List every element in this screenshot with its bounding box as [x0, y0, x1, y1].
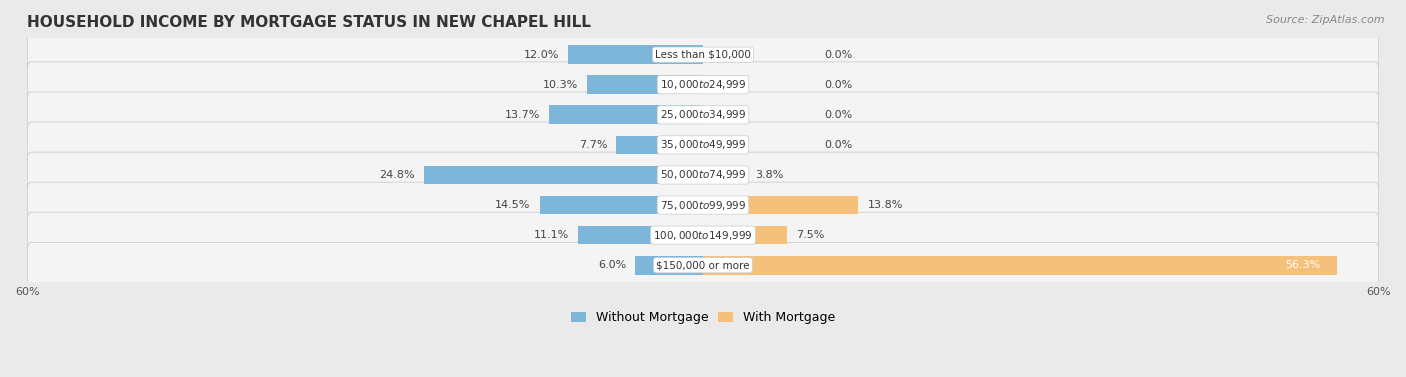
FancyBboxPatch shape [27, 182, 1379, 228]
Bar [703, 226, 787, 244]
Bar [703, 166, 745, 184]
FancyBboxPatch shape [27, 62, 1379, 107]
Text: $150,000 or more: $150,000 or more [657, 260, 749, 270]
Text: 0.0%: 0.0% [825, 50, 853, 60]
Text: $100,000 to $149,999: $100,000 to $149,999 [654, 228, 752, 242]
Bar [636, 256, 703, 274]
Text: 3.8%: 3.8% [755, 170, 783, 180]
Text: 24.8%: 24.8% [380, 170, 415, 180]
Text: 6.0%: 6.0% [598, 260, 627, 270]
Bar [548, 106, 703, 124]
Text: 0.0%: 0.0% [825, 110, 853, 120]
FancyBboxPatch shape [27, 122, 1379, 168]
Text: 12.0%: 12.0% [523, 50, 558, 60]
Text: Source: ZipAtlas.com: Source: ZipAtlas.com [1267, 15, 1385, 25]
Text: 10.3%: 10.3% [543, 80, 578, 90]
FancyBboxPatch shape [27, 92, 1379, 138]
Text: 7.5%: 7.5% [796, 230, 825, 240]
Text: $35,000 to $49,999: $35,000 to $49,999 [659, 138, 747, 152]
Text: $25,000 to $34,999: $25,000 to $34,999 [659, 108, 747, 121]
Text: $10,000 to $24,999: $10,000 to $24,999 [659, 78, 747, 91]
Legend: Without Mortgage, With Mortgage: Without Mortgage, With Mortgage [565, 306, 841, 329]
Text: 13.7%: 13.7% [505, 110, 540, 120]
Text: 7.7%: 7.7% [579, 140, 607, 150]
Bar [588, 75, 703, 94]
Bar [423, 166, 703, 184]
FancyBboxPatch shape [27, 212, 1379, 258]
Bar [540, 196, 703, 215]
Text: 0.0%: 0.0% [825, 140, 853, 150]
Text: 11.1%: 11.1% [534, 230, 569, 240]
Text: HOUSEHOLD INCOME BY MORTGAGE STATUS IN NEW CHAPEL HILL: HOUSEHOLD INCOME BY MORTGAGE STATUS IN N… [27, 15, 591, 30]
FancyBboxPatch shape [27, 242, 1379, 288]
Text: $75,000 to $99,999: $75,000 to $99,999 [659, 199, 747, 211]
Bar [616, 136, 703, 154]
Bar [568, 45, 703, 64]
Text: 14.5%: 14.5% [495, 200, 530, 210]
Bar [578, 226, 703, 244]
Bar [703, 196, 859, 215]
Text: 0.0%: 0.0% [825, 80, 853, 90]
FancyBboxPatch shape [27, 152, 1379, 198]
Text: $50,000 to $74,999: $50,000 to $74,999 [659, 169, 747, 181]
Text: 56.3%: 56.3% [1285, 260, 1320, 270]
Text: Less than $10,000: Less than $10,000 [655, 50, 751, 60]
Bar [703, 256, 1337, 274]
Text: 13.8%: 13.8% [868, 200, 903, 210]
FancyBboxPatch shape [27, 32, 1379, 78]
